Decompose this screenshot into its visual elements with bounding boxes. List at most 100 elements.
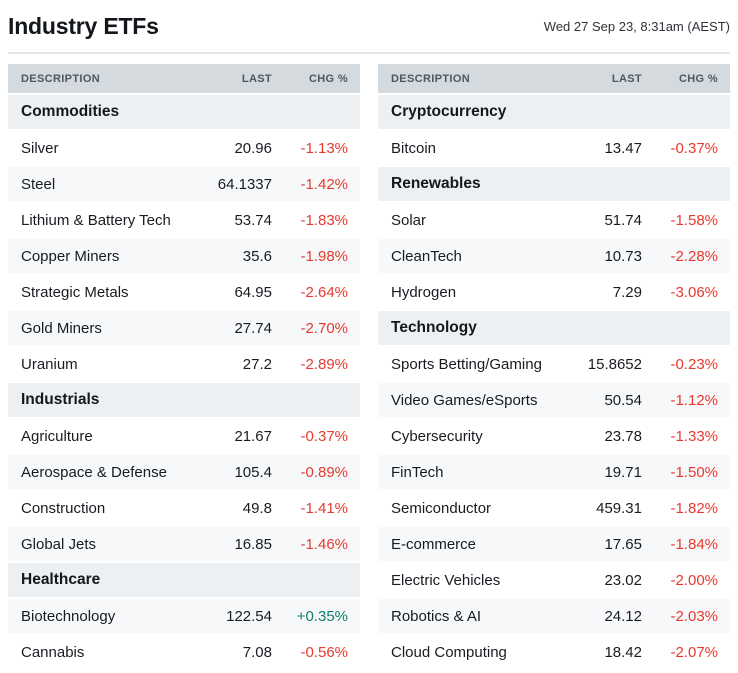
etf-last-value: 24.12	[604, 607, 642, 625]
etf-row[interactable]: Bitcoin 13.47 -0.37%	[378, 131, 730, 165]
etf-table-left: DESCRIPTION LAST CHG % Commodities Silve…	[8, 64, 360, 671]
section-header-row: Technology	[378, 311, 730, 345]
etf-row[interactable]: Solar 51.74 -1.58%	[378, 203, 730, 237]
etf-name: Electric Vehicles	[391, 571, 501, 589]
etf-row[interactable]: Aerospace & Defense 105.4 -0.89%	[8, 455, 360, 489]
etf-name: Copper Miners	[21, 247, 120, 265]
etf-last-value: 7.29	[612, 283, 642, 301]
etf-last-value: 27.2	[242, 355, 272, 373]
etf-row[interactable]: Strategic Metals 64.95 -2.64%	[8, 275, 360, 309]
etf-name: Gold Miners	[21, 319, 102, 337]
etf-name: Aerospace & Defense	[21, 463, 167, 481]
etf-row[interactable]: Biotechnology 122.54 +0.35%	[8, 599, 360, 633]
etf-name: Lithium & Battery Tech	[21, 211, 171, 229]
etf-name: Strategic Metals	[21, 283, 129, 301]
etf-change-percent: -1.84%	[670, 535, 718, 553]
column-header-description: DESCRIPTION	[391, 72, 471, 85]
etf-name: Sports Betting/Gaming	[391, 355, 542, 373]
section-label: Technology	[391, 319, 477, 336]
etf-row[interactable]: Electric Vehicles 23.02 -2.00%	[378, 563, 730, 597]
etf-change-percent: -0.23%	[670, 355, 718, 373]
etf-name: Cloud Computing	[391, 643, 507, 661]
etf-last-value: 20.96	[234, 139, 272, 157]
etf-last-value: 51.74	[604, 211, 642, 229]
etf-change-percent: -1.98%	[300, 247, 348, 265]
etf-row[interactable]: E-commerce 17.65 -1.84%	[378, 527, 730, 561]
etf-row[interactable]: CleanTech 10.73 -2.28%	[378, 239, 730, 273]
etf-row[interactable]: Uranium 27.2 -2.89%	[8, 347, 360, 381]
etf-row[interactable]: Gold Miners 27.74 -2.70%	[8, 311, 360, 345]
column-header-last: LAST	[611, 72, 642, 85]
etf-row[interactable]: Cloud Computing 18.42 -2.07%	[378, 635, 730, 669]
etf-name: Solar	[391, 211, 427, 229]
etf-row[interactable]: Steel 64.1337 -1.42%	[8, 167, 360, 201]
etf-change-percent: -2.00%	[670, 571, 718, 589]
etf-last-value: 7.08	[242, 643, 272, 661]
column-header-last: LAST	[241, 72, 272, 85]
etf-table-right: DESCRIPTION LAST CHG % Cryptocurrency Bi…	[378, 64, 730, 671]
etf-row[interactable]: Silver 20.96 -1.13%	[8, 131, 360, 165]
etf-last-value: 23.02	[604, 571, 642, 589]
section-label: Healthcare	[21, 571, 101, 588]
etf-last-value: 122.54	[226, 607, 272, 625]
etf-name: CleanTech	[391, 247, 462, 265]
section-header-row: Healthcare	[8, 563, 360, 597]
etf-last-value: 49.8	[242, 499, 272, 517]
etf-change-percent: -1.42%	[300, 175, 348, 193]
etf-last-value: 17.65	[604, 535, 642, 553]
etf-name: Bitcoin	[391, 139, 437, 157]
etf-row[interactable]: Construction 49.8 -1.41%	[8, 491, 360, 525]
table-body-right: Cryptocurrency Bitcoin 13.47 -0.37% Rene…	[378, 95, 730, 669]
etf-change-percent: -1.83%	[300, 211, 348, 229]
etf-name: Robotics & AI	[391, 607, 482, 625]
column-header-description: DESCRIPTION	[21, 72, 101, 85]
etf-last-value: 459.31	[596, 499, 642, 517]
etf-row[interactable]: Robotics & AI 24.12 -2.03%	[378, 599, 730, 633]
etf-name: Silver	[21, 139, 59, 157]
section-header-row: Industrials	[8, 383, 360, 417]
etf-name: FinTech	[391, 463, 444, 481]
etf-change-percent: -1.58%	[670, 211, 718, 229]
column-header-row: DESCRIPTION LAST CHG %	[8, 64, 360, 93]
etf-change-percent: -1.46%	[300, 535, 348, 553]
etf-row[interactable]: Cannabis 7.08 -0.56%	[8, 635, 360, 669]
etf-row[interactable]: Lithium & Battery Tech 53.74 -1.83%	[8, 203, 360, 237]
etf-last-value: 18.42	[604, 643, 642, 661]
etf-change-percent: -0.89%	[300, 463, 348, 481]
etf-row[interactable]: Video Games/eSports 50.54 -1.12%	[378, 383, 730, 417]
etf-row[interactable]: FinTech 19.71 -1.50%	[378, 455, 730, 489]
etf-change-percent: -1.41%	[300, 499, 348, 517]
column-header-chg: CHG %	[678, 72, 718, 85]
etf-last-value: 15.8652	[587, 355, 642, 373]
etf-row[interactable]: Hydrogen 7.29 -3.06%	[378, 275, 730, 309]
section-label: Industrials	[21, 391, 100, 408]
etf-last-value: 21.67	[234, 427, 272, 445]
etf-change-percent: -1.50%	[670, 463, 718, 481]
etf-last-value: 35.6	[242, 247, 272, 265]
timestamp: Wed 27 Sep 23, 8:31am (AEST)	[543, 18, 730, 34]
etf-tables-container: DESCRIPTION LAST CHG % Commodities Silve…	[8, 64, 730, 671]
etf-row[interactable]: Copper Miners 35.6 -1.98%	[8, 239, 360, 273]
etf-name: Semiconductor	[391, 499, 492, 517]
etf-row[interactable]: Semiconductor 459.31 -1.82%	[378, 491, 730, 525]
etf-last-value: 64.1337	[217, 175, 272, 193]
etf-name: E-commerce	[391, 535, 477, 553]
etf-row[interactable]: Sports Betting/Gaming 15.8652 -0.23%	[378, 347, 730, 381]
etf-name: Video Games/eSports	[391, 391, 538, 409]
etf-change-percent: -2.03%	[670, 607, 718, 625]
section-label: Renewables	[391, 175, 481, 192]
etf-change-percent: -1.13%	[300, 139, 348, 157]
etf-name: Global Jets	[21, 535, 97, 553]
etf-name: Hydrogen	[391, 283, 457, 301]
etf-last-value: 23.78	[604, 427, 642, 445]
section-label: Commodities	[21, 103, 120, 120]
section-header-row: Cryptocurrency	[378, 95, 730, 129]
etf-change-percent: +0.35%	[296, 607, 348, 625]
etf-row[interactable]: Global Jets 16.85 -1.46%	[8, 527, 360, 561]
etf-name: Cannabis	[21, 643, 85, 661]
etf-last-value: 27.74	[234, 319, 272, 337]
etf-row[interactable]: Cybersecurity 23.78 -1.33%	[378, 419, 730, 453]
etf-change-percent: -1.82%	[670, 499, 718, 517]
etf-row[interactable]: Agriculture 21.67 -0.37%	[8, 419, 360, 453]
page-title: Industry ETFs	[8, 12, 159, 39]
